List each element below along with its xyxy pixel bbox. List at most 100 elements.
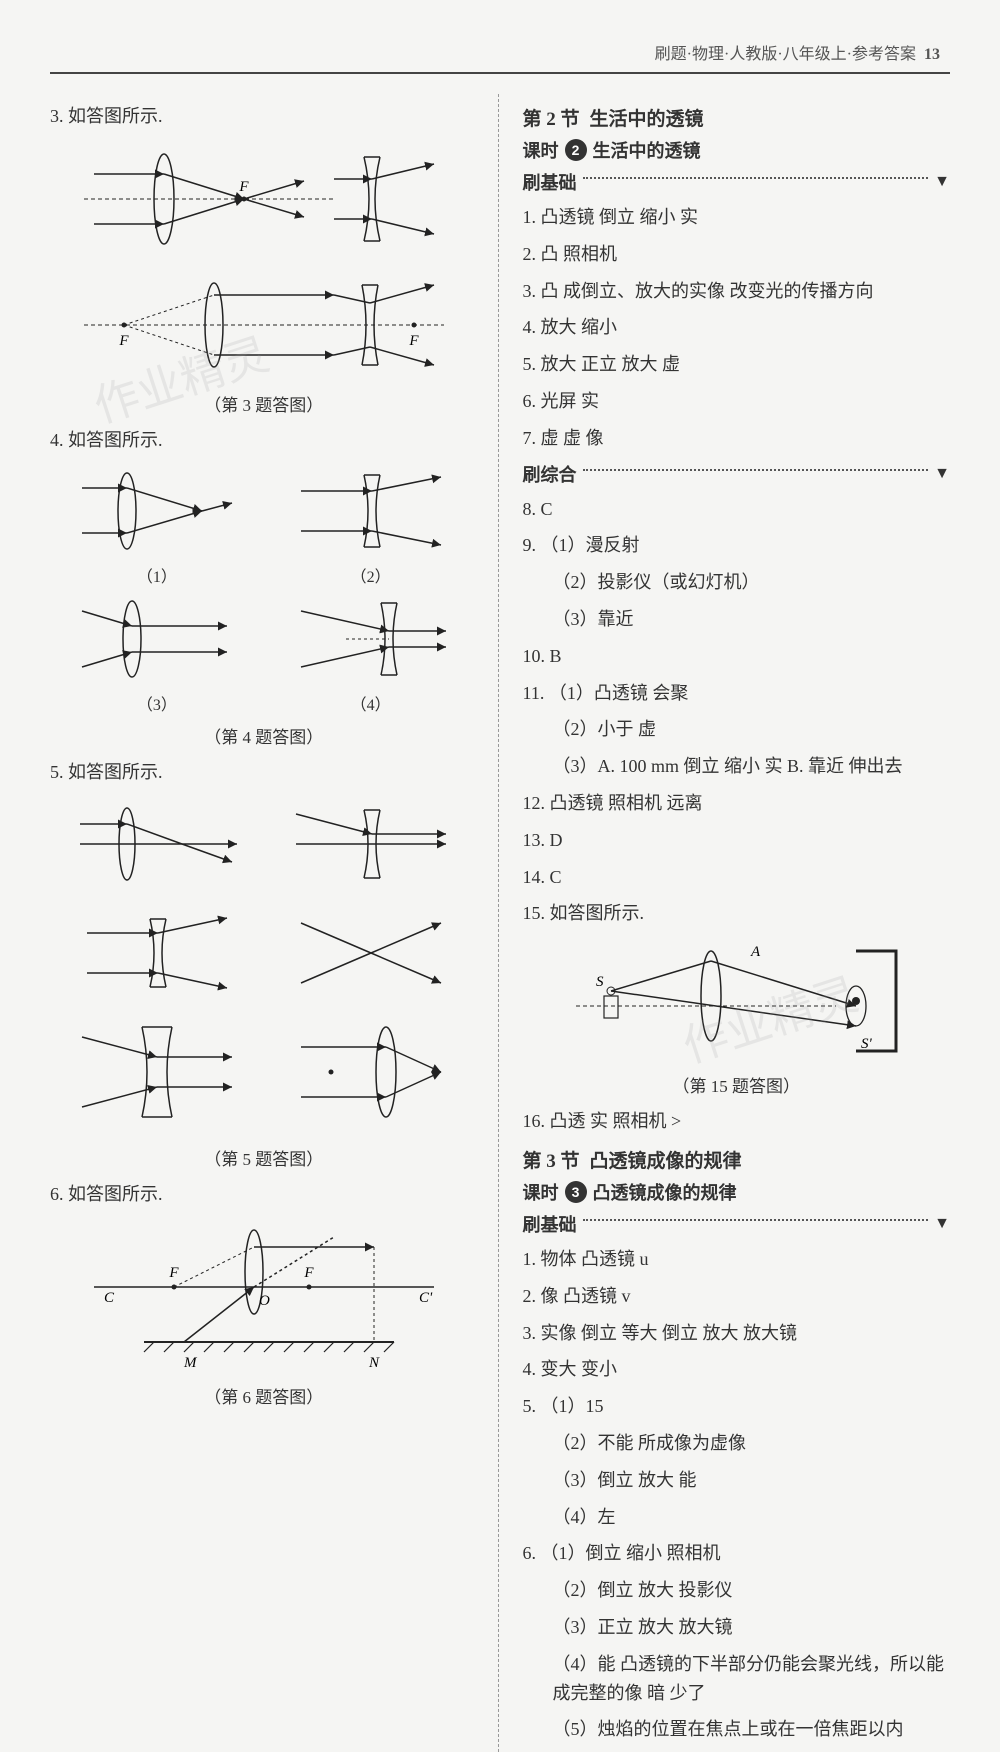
lesson3-title: 课时 3 凸透镜成像的规律 <box>523 1179 951 1205</box>
q3-diagram-bottom: F F <box>50 265 478 385</box>
q4-cell-4: （4） <box>268 591 473 715</box>
s3b-5-3: （3）倒立 放大 能 <box>523 1466 951 1495</box>
s2b-1: 1. 凸透镜 倒立 缩小 实 <box>523 203 951 232</box>
s3b-5-2: （2）不能 所成像为虚像 <box>523 1429 951 1458</box>
shuajichu-label: 刷基础 <box>523 169 577 195</box>
lesson3-label: 课时 <box>523 1179 559 1205</box>
lesson2-num: 2 <box>565 139 587 161</box>
q4-cell-2: （2） <box>268 463 473 587</box>
s3b-2: 2. 像 凸透镜 v <box>523 1282 951 1311</box>
content-columns: 作业精灵 3. 如答图所示. F <box>50 94 950 1752</box>
q4-cell-3: （3） <box>54 591 259 715</box>
svg-text:O: O <box>259 1293 270 1309</box>
shuajichu-label-2: 刷基础 <box>523 1211 577 1237</box>
section3-name: 凸透镜成像的规律 <box>590 1146 742 1173</box>
q5-caption: （第 5 题答图） <box>50 1145 478 1170</box>
q4-text: 4. 如答图所示. <box>50 426 478 455</box>
triangle-icon: ▼ <box>934 465 950 483</box>
q3-caption: （第 3 题答图） <box>50 391 478 416</box>
s2c-16: 16. 凸透 实 照相机 > <box>523 1107 951 1136</box>
svg-text:F: F <box>408 333 419 349</box>
s2c-13: 13. D <box>523 826 951 855</box>
q5-diagram-grid <box>50 794 478 1141</box>
s3b-6-2: （2）倒立 放大 投影仪 <box>523 1576 951 1605</box>
s2c-12: 12. 凸透镜 照相机 远离 <box>523 789 951 818</box>
q5-cell-3 <box>54 903 259 1008</box>
lesson3-name: 凸透镜成像的规律 <box>593 1179 737 1205</box>
shuazonghe-label: 刷综合 <box>523 461 577 487</box>
lesson2-name: 生活中的透镜 <box>593 137 701 163</box>
triangle-icon: ▼ <box>934 173 950 191</box>
svg-text:C': C' <box>419 1290 433 1306</box>
lesson2-label: 课时 <box>523 137 559 163</box>
focal-label: F <box>238 179 249 195</box>
section3-node: 第 3 节 <box>523 1146 580 1173</box>
s3b-5-4: （4）左 <box>523 1503 951 1532</box>
q3-text: 3. 如答图所示. <box>50 102 478 131</box>
section3-title: 第 3 节 凸透镜成像的规律 <box>523 1146 951 1173</box>
q4-caption: （第 4 题答图） <box>50 723 478 748</box>
s3b-6-5: （5）烛焰的位置在焦点上或在一倍焦距以内 <box>523 1715 951 1744</box>
q4-label-1: （1） <box>54 563 259 587</box>
page-number: 13 <box>924 46 940 63</box>
q5-text: 5. 如答图所示. <box>50 758 478 787</box>
header-text: 刷题·物理·人教版·八年级上·参考答案 <box>655 46 916 63</box>
shuajichu-row-2: 刷基础 ▼ <box>523 1211 951 1237</box>
q15-caption: （第 15 题答图） <box>523 1072 951 1097</box>
q4-label-3: （3） <box>54 691 259 715</box>
s3b-6-3: （3）正立 放大 放大镜 <box>523 1613 951 1642</box>
section2-title: 第 2 节 生活中的透镜 <box>523 104 951 131</box>
s2c-11-2: （2）小于 虚 <box>523 715 951 744</box>
svg-text:A: A <box>750 944 761 960</box>
q5-cell-4 <box>268 903 473 1008</box>
s3b-6: 6. （1）倒立 缩小 照相机 <box>523 1539 951 1568</box>
s2b-5: 5. 放大 正立 放大 虚 <box>523 350 951 379</box>
s2b-3: 3. 凸 成倒立、放大的实像 改变光的传播方向 <box>523 277 951 306</box>
right-column: 作业精灵 第 2 节 生活中的透镜 课时 2 生活中的透镜 刷基础 ▼ 1. 凸… <box>519 94 951 1752</box>
q5-cell-6 <box>268 1012 473 1137</box>
s3b-1: 1. 物体 凸透镜 u <box>523 1245 951 1274</box>
q6-diagram: F F C C' O <box>50 1217 478 1377</box>
s3b-6-4: （4）能 凸透镜的下半部分仍能会聚光线，所以能成完整的像 暗 少了 <box>523 1650 951 1708</box>
section2-node: 第 2 节 <box>523 104 580 131</box>
s2b-6: 6. 光屏 实 <box>523 387 951 416</box>
q4-label-4: （4） <box>268 691 473 715</box>
svg-text:F: F <box>168 1265 179 1281</box>
s2c-9-3: （3）靠近 <box>523 605 951 634</box>
q4-cell-1: （1） <box>54 463 259 587</box>
q6-caption: （第 6 题答图） <box>50 1383 478 1408</box>
q6-text: 6. 如答图所示. <box>50 1180 478 1209</box>
s2c-9: 9. （1）漫反射 <box>523 531 951 560</box>
header-rule <box>50 72 950 74</box>
svg-text:S': S' <box>861 1036 873 1052</box>
left-column: 作业精灵 3. 如答图所示. F <box>50 94 499 1752</box>
s2b-4: 4. 放大 缩小 <box>523 313 951 342</box>
s2c-15: 15. 如答图所示. <box>523 899 951 928</box>
svg-text:F: F <box>303 1265 314 1281</box>
s2c-11-3: （3）A. 100 mm 倒立 缩小 实 B. 靠近 伸出去 <box>523 752 951 781</box>
page-header: 刷题·物理·人教版·八年级上·参考答案 13 <box>50 40 950 64</box>
svg-text:M: M <box>183 1355 198 1371</box>
q4-label-2: （2） <box>268 563 473 587</box>
svg-text:S: S <box>596 974 604 990</box>
q5-cell-5 <box>54 1012 259 1137</box>
s2b-2: 2. 凸 照相机 <box>523 240 951 269</box>
s2b-7: 7. 虚 虚 像 <box>523 424 951 453</box>
svg-text:N: N <box>368 1355 380 1371</box>
s3b-4: 4. 变大 变小 <box>523 1355 951 1384</box>
lesson3-num: 3 <box>565 1181 587 1203</box>
triangle-icon: ▼ <box>934 1215 950 1233</box>
s2c-11: 11. （1）凸透镜 会聚 <box>523 679 951 708</box>
s2c-8: 8. C <box>523 495 951 524</box>
shuajichu-row-1: 刷基础 ▼ <box>523 169 951 195</box>
svg-text:F: F <box>118 333 129 349</box>
lesson2-title: 课时 2 生活中的透镜 <box>523 137 951 163</box>
q5-cell-1 <box>54 794 259 899</box>
q3-diagram-top: F <box>50 139 478 259</box>
q5-cell-2 <box>268 794 473 899</box>
s3b-3: 3. 实像 倒立 等大 倒立 放大 放大镜 <box>523 1319 951 1348</box>
s2c-14: 14. C <box>523 863 951 892</box>
s2c-10: 10. B <box>523 642 951 671</box>
shuazonghe-row-1: 刷综合 ▼ <box>523 461 951 487</box>
q15-diagram: S A S' <box>523 936 951 1066</box>
